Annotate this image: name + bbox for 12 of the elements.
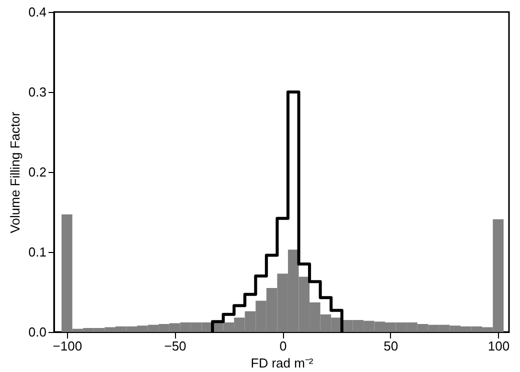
x-tick-label: 50 (384, 338, 398, 354)
x-tick-label: 0 (279, 338, 287, 354)
y-tick-label: 0.1 (28, 244, 46, 260)
x-axis-title: FD rad m⁻² (250, 356, 314, 370)
y-tick-label: 0.4 (28, 4, 46, 20)
x-tick-label: −50 (164, 338, 186, 354)
y-axis-title: Volume Filling Factor (7, 111, 22, 234)
x-tick-label: −100 (52, 338, 82, 354)
y-tick-label: 0.2 (28, 164, 46, 180)
y-tick-label: 0.0 (28, 324, 46, 340)
x-tick-label: 100 (488, 338, 510, 354)
y-tick-label: 0.3 (28, 84, 46, 100)
